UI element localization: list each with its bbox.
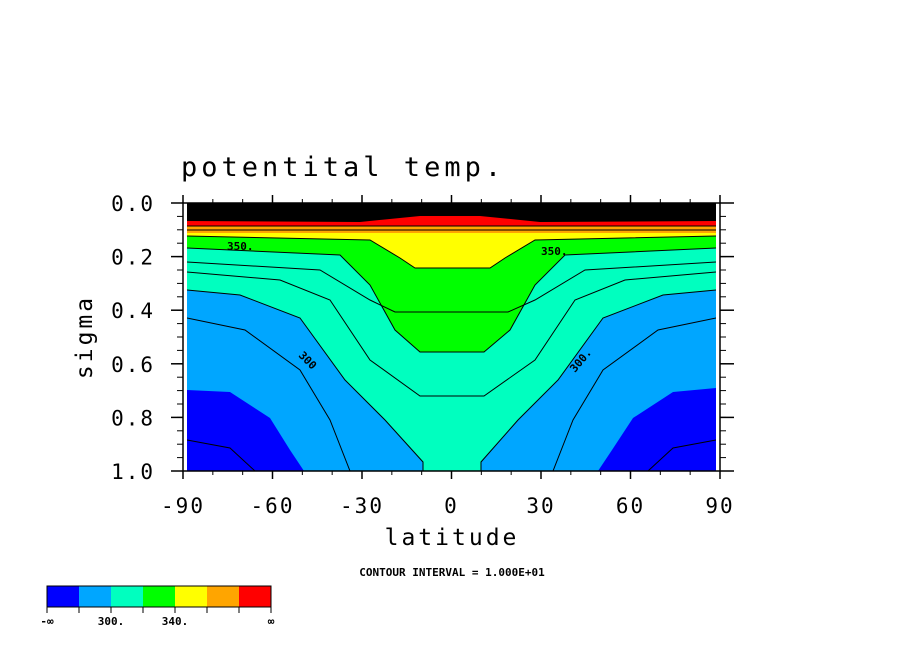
colorbar-label: 340.: [162, 615, 189, 628]
band-below-290-left: [187, 390, 304, 471]
x-tick-label: -60: [251, 494, 295, 518]
y-tick-label: 0.2: [111, 246, 155, 270]
chart-title: potentital temp.: [181, 152, 505, 183]
y-tick-label: 0.8: [111, 406, 155, 430]
colorbar-labels: -∞ 300. 340. ∞: [40, 615, 274, 628]
x-axis: -90 -60 -30 0 30 60 90: [161, 195, 734, 518]
contour-interval-note: CONTOUR INTERVAL = 1.000E+01: [359, 566, 545, 579]
colorbar: [46, 585, 272, 613]
contour-270-right: [647, 439, 716, 471]
x-tick-label: -30: [340, 494, 384, 518]
y-tick-label: 0.4: [111, 299, 155, 323]
contour-lines: [187, 225, 716, 471]
contour-320: [187, 261, 716, 313]
contour-290-right: [552, 317, 716, 471]
x-tick-label: -90: [161, 494, 205, 518]
contour-350: [187, 235, 716, 269]
y-axis: 0.0 0.2 0.4 0.6 0.8 1.0: [111, 192, 734, 484]
band-340-350: [187, 203, 716, 352]
colorbar-swatch: [47, 586, 79, 607]
colorbar-label: -∞: [40, 615, 54, 628]
x-tick-label: 30: [526, 494, 555, 518]
contour-label: 350.: [541, 245, 568, 258]
colorbar-swatch: [239, 586, 271, 607]
colorbar-swatch: [111, 586, 143, 607]
contour-340: [187, 247, 716, 353]
colorbar-label: ∞: [268, 615, 275, 628]
x-tick-label: 0: [444, 494, 459, 518]
band-dense-top: [187, 203, 716, 222]
colorbar-swatch: [143, 586, 175, 607]
colorbar-frame: [46, 585, 272, 608]
contour-fill: [187, 203, 716, 471]
contour-300-right: [480, 289, 716, 471]
contour-300-left: [187, 289, 424, 471]
colorbar-swatch: [175, 586, 207, 607]
contour-310: [187, 271, 716, 397]
colorbar-swatch: [79, 586, 111, 607]
y-axis-label: sigma: [72, 295, 98, 379]
contour-270-left: [187, 439, 256, 471]
y-tick-label: 0.6: [111, 353, 155, 377]
x-axis-label: latitude: [385, 525, 520, 551]
contour-290-left: [187, 317, 351, 471]
band-below-290-right: [598, 388, 716, 471]
x-tick-label: 60: [616, 494, 645, 518]
colorbar-label: 300.: [98, 615, 125, 628]
contour-label: 350.: [227, 240, 254, 253]
y-tick-label: 1.0: [111, 460, 155, 484]
y-tick-label: 0.0: [111, 192, 155, 216]
colorbar-swatch: [207, 586, 239, 607]
x-tick-label: 90: [705, 494, 734, 518]
